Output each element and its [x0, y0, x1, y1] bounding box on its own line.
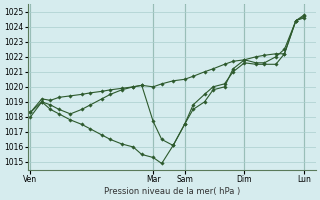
X-axis label: Pression niveau de la mer( hPa ): Pression niveau de la mer( hPa ): [104, 187, 240, 196]
